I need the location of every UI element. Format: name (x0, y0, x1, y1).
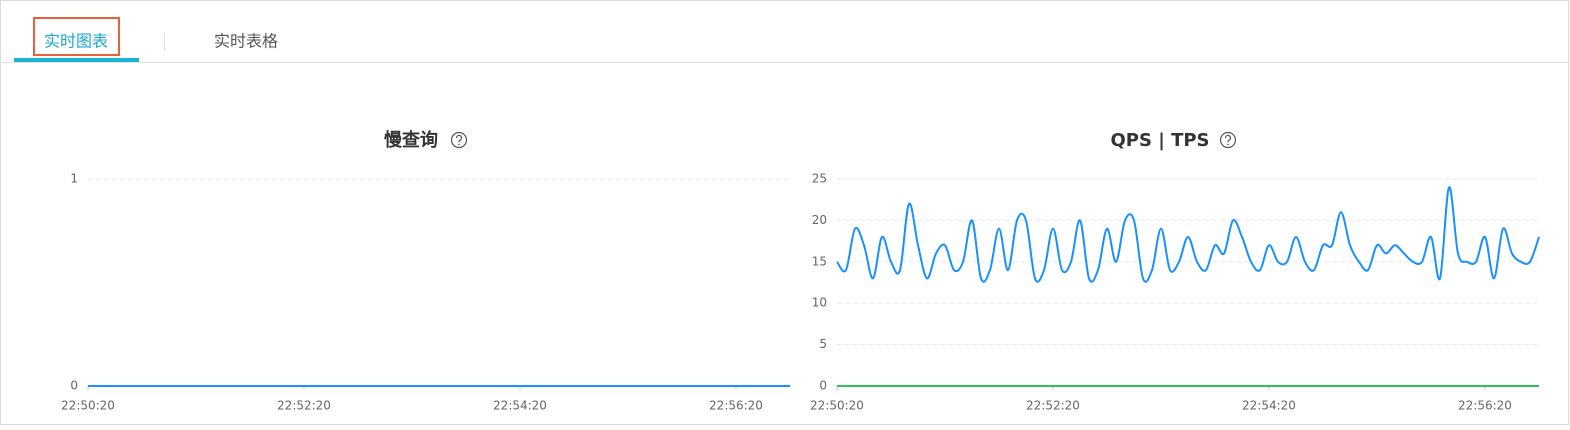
active-tab-underline (14, 58, 139, 62)
help-icon[interactable] (1219, 131, 1237, 149)
y-tick-label: 0 (819, 379, 827, 393)
x-tick-label: 22:54:20 (493, 399, 547, 413)
series-line (836, 186, 1540, 283)
tab[interactable]: 实时图表 (44, 32, 108, 51)
x-tick-label: 22:52:20 (1026, 399, 1080, 413)
chart-title: 慢查询 (384, 129, 438, 151)
y-tick-label: 0 (70, 379, 78, 393)
y-tick-label: 1 (70, 172, 78, 186)
x-tick-label: 22:52:20 (277, 399, 331, 413)
y-tick-label: 25 (812, 172, 827, 186)
highlight-box (33, 17, 120, 56)
x-tick-label: 22:50:20 (61, 399, 115, 413)
y-tick-label: 10 (812, 296, 827, 310)
y-tick-label: 5 (819, 337, 827, 351)
help-icon[interactable] (450, 131, 468, 149)
x-tick-label: 22:54:20 (1242, 399, 1296, 413)
y-tick-label: 20 (812, 213, 827, 227)
x-tick-label: 22:50:20 (810, 399, 864, 413)
tab[interactable]: 实时表格 (214, 32, 278, 51)
x-tick-label: 22:56:20 (709, 399, 763, 413)
y-tick-label: 15 (812, 254, 827, 268)
chart-title: QPS | TPS (1111, 130, 1210, 151)
x-tick-label: 22:56:20 (1458, 399, 1512, 413)
